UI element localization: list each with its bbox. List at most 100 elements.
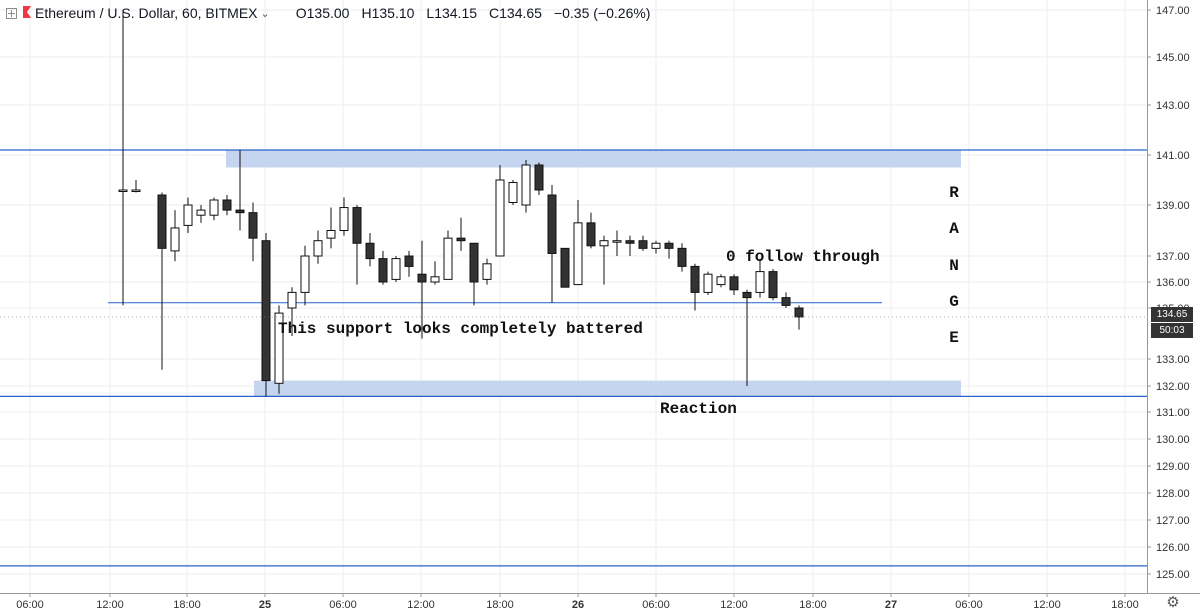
candle-body	[196, 209, 206, 216]
candle	[768, 269, 778, 301]
zones	[226, 150, 961, 397]
candle-body	[534, 164, 544, 191]
symbol-title[interactable]: Ethereum / U.S. Dollar, 60, BITMEX	[35, 5, 258, 21]
candle	[339, 197, 349, 236]
reaction-annotation: Reaction	[660, 400, 737, 418]
candle-body	[482, 263, 492, 280]
candle-body	[703, 273, 713, 293]
candle	[794, 305, 804, 330]
candle	[664, 240, 674, 259]
time-label: 18:00	[799, 599, 827, 611]
candle	[508, 180, 518, 205]
candle-body	[755, 271, 765, 293]
time-label: 12:00	[407, 599, 435, 611]
candle-body	[456, 237, 466, 242]
candle	[326, 207, 336, 249]
candle	[781, 292, 791, 308]
time-label: 12:00	[1033, 599, 1061, 611]
last-price-tag: 134.65	[1151, 307, 1193, 322]
candle	[469, 242, 479, 306]
price-label: 139.00	[1156, 200, 1190, 212]
candle-body	[326, 230, 336, 239]
candle	[209, 197, 219, 221]
candle-body	[586, 222, 596, 247]
candle	[703, 271, 713, 295]
candle	[547, 185, 557, 303]
candle-body	[521, 164, 531, 206]
candle-body	[365, 242, 375, 260]
candles	[118, 10, 804, 397]
candle	[430, 261, 440, 285]
time-axis-panel	[0, 593, 1200, 614]
candle-body	[417, 273, 427, 283]
collapse-icon[interactable]	[6, 7, 17, 19]
candle-body	[690, 265, 700, 293]
candle	[183, 197, 193, 234]
candle-body	[391, 258, 401, 280]
price-label: 145.00	[1156, 52, 1190, 64]
candle-body	[157, 194, 167, 249]
candle	[560, 247, 570, 288]
follow-through-annotation: 0 follow through	[726, 248, 880, 266]
time-label: 06:00	[642, 599, 670, 611]
candle	[222, 195, 232, 216]
candle	[482, 258, 492, 285]
candle-body	[625, 240, 635, 244]
candle-body	[430, 276, 440, 283]
candle	[404, 250, 414, 277]
candle-body	[287, 291, 297, 309]
candle-body	[638, 240, 648, 249]
candle	[248, 202, 258, 262]
candle-body	[404, 255, 414, 267]
countdown-tag: 50:03	[1151, 323, 1193, 338]
time-label: 12:00	[96, 599, 124, 611]
price-label: 126.00	[1156, 542, 1190, 554]
candle	[677, 243, 687, 272]
candle	[417, 240, 427, 339]
candle-body	[378, 258, 388, 283]
price-label: 137.00	[1156, 251, 1190, 263]
price-label: 136.00	[1156, 277, 1190, 289]
candle-body	[573, 222, 583, 286]
candle	[573, 200, 583, 286]
candle	[651, 240, 661, 254]
range-letter-e: E	[949, 329, 959, 347]
candle	[599, 235, 609, 285]
candle-body	[183, 204, 193, 226]
candle-body	[469, 242, 479, 283]
candle	[495, 165, 505, 257]
candle-body	[599, 240, 609, 247]
ohlc-high: H135.10	[361, 5, 415, 21]
candle	[131, 180, 141, 193]
candle	[196, 205, 206, 223]
candle-body	[742, 291, 752, 299]
price-label: 129.00	[1156, 461, 1190, 473]
candle-body	[313, 240, 323, 257]
candle-body	[794, 307, 804, 318]
ohlc-change: −0.35 (−0.26%)	[553, 5, 651, 21]
range-letter-a: A	[949, 220, 959, 238]
price-label: 131.00	[1156, 407, 1190, 419]
candle	[352, 205, 362, 285]
candle-body	[768, 271, 778, 299]
candle	[300, 245, 310, 306]
price-label: 143.00	[1156, 100, 1190, 112]
candle-body	[651, 242, 661, 249]
price-label: 125.00	[1156, 569, 1190, 581]
chevron-down-icon[interactable]: ⌄	[260, 7, 270, 20]
time-label: 18:00	[173, 599, 201, 611]
price-label: 127.00	[1156, 515, 1190, 527]
time-label: 18:00	[486, 599, 514, 611]
time-label: 06:00	[329, 599, 357, 611]
chart-legend: Ethereum / U.S. Dollar, 60, BITMEX ⌄ O13…	[0, 0, 650, 26]
time-label: 26	[572, 599, 584, 611]
gear-icon[interactable]: ⚙	[1166, 594, 1180, 611]
candle	[170, 210, 180, 262]
candle-body	[677, 247, 687, 267]
candle	[742, 289, 752, 386]
candle	[755, 258, 765, 298]
candle	[612, 230, 622, 256]
